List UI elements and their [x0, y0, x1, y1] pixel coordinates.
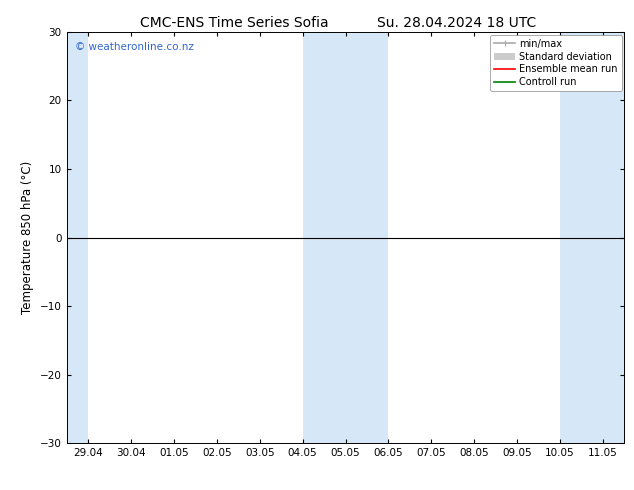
Bar: [560, 32, 603, 443]
Bar: [302, 32, 346, 443]
Y-axis label: Temperature 850 hPa (°C): Temperature 850 hPa (°C): [22, 161, 34, 314]
Legend: min/max, Standard deviation, Ensemble mean run, Controll run: min/max, Standard deviation, Ensemble me…: [490, 35, 621, 91]
Text: © weatheronline.co.nz: © weatheronline.co.nz: [75, 42, 194, 52]
Text: CMC-ENS Time Series Sofia: CMC-ENS Time Series Sofia: [140, 16, 329, 30]
Bar: [67, 32, 88, 443]
Bar: [603, 32, 624, 443]
Text: Su. 28.04.2024 18 UTC: Su. 28.04.2024 18 UTC: [377, 16, 536, 30]
Bar: [346, 32, 389, 443]
